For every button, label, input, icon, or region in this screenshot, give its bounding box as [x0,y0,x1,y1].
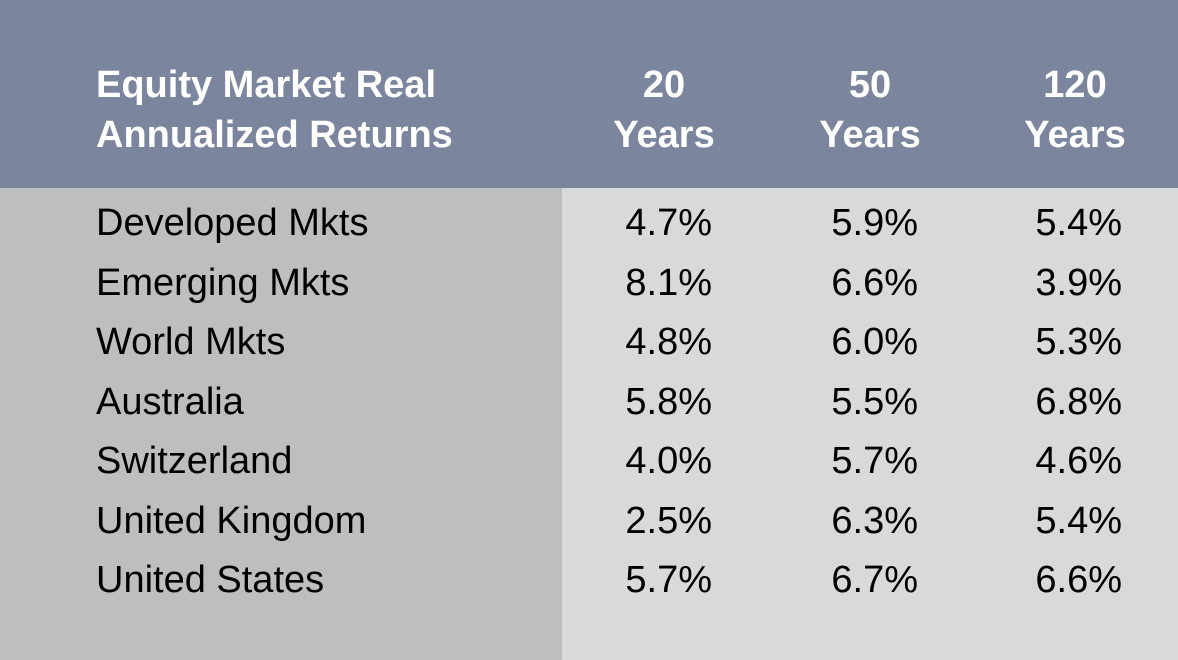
table-row: Switzerland 4.0% 5.7% 4.6% [0,436,1178,496]
table-cell: 6.6% [1035,559,1122,601]
value-area-background [562,188,1178,660]
table-cell: 4.6% [1035,440,1122,482]
table-cell: 4.7% [625,202,712,244]
table-cell: 6.7% [831,559,918,601]
table-row: Developed Mkts 4.7% 5.9% 5.4% [0,198,1178,258]
row-label: United Kingdom [96,499,367,542]
table-cell: 5.7% [625,559,712,601]
table-cell: 4.0% [625,440,712,482]
table-cell: 2.5% [625,499,712,542]
table-cell: 4.8% [625,321,712,363]
column-header-120-years: 120 Years [985,60,1165,160]
table-header: Equity Market Real Annualized Returns 20… [0,0,1178,188]
row-label: Switzerland [96,440,293,482]
table-cell: 6.6% [831,261,918,304]
column-header-20-years: 20 Years [574,60,754,160]
table-cell: 5.3% [1035,321,1122,363]
table-cell: 5.8% [625,380,712,423]
row-label: World Mkts [96,321,286,363]
table-cell: 5.9% [831,202,918,244]
table-cell: 5.4% [1035,202,1122,244]
column-header-line1: 50 [848,64,892,106]
title-line-1: Equity Market Real [96,64,436,106]
table-row: Australia 5.8% 5.5% 6.8% [0,377,1178,437]
column-header-line1: 20 [642,64,686,106]
table-cell: 6.8% [1035,380,1122,423]
column-header-line1: 120 [1043,64,1107,106]
table-cell: 5.7% [831,440,918,482]
column-header-line2: Years [1024,114,1126,156]
table-title: Equity Market Real Annualized Returns [96,60,536,160]
column-header-50-years: 50 Years [780,60,960,160]
table-cell: 6.0% [831,321,918,363]
row-label: Australia [96,380,244,423]
column-header-line2: Years [613,114,715,156]
row-label: Emerging Mkts [96,261,350,304]
row-label: Developed Mkts [96,202,369,244]
table-row: Emerging Mkts 8.1% 6.6% 3.9% [0,258,1178,318]
title-line-2: Annualized Returns [96,114,453,156]
label-column-background [0,188,562,660]
column-header-line2: Years [819,114,921,156]
table-cell: 3.9% [1035,261,1122,304]
row-label: United States [96,559,325,601]
table-cell: 6.3% [831,499,918,542]
table-cell: 8.1% [625,261,712,304]
table-row: World Mkts 4.8% 6.0% 5.3% [0,317,1178,377]
table-cell: 5.4% [1035,499,1122,542]
table-row: United Kingdom 2.5% 6.3% 5.4% [0,496,1178,556]
table-cell: 5.5% [831,380,918,423]
table-row: United States 5.7% 6.7% 6.6% [0,555,1178,615]
